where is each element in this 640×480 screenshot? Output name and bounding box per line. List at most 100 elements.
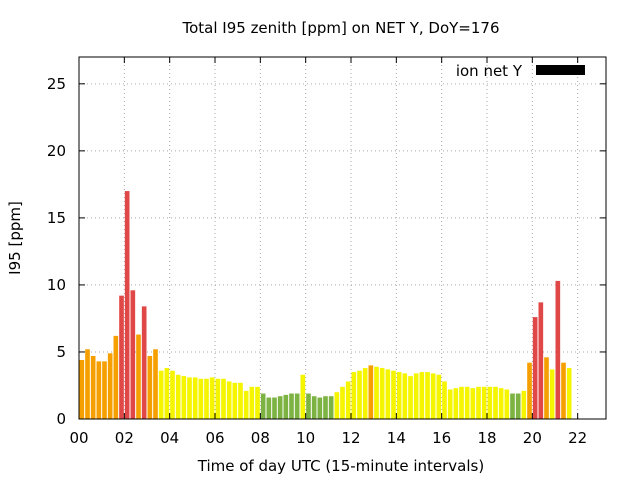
bar: [561, 362, 566, 419]
bar: [566, 368, 572, 419]
x-tick-label: 12: [341, 429, 360, 447]
bar: [481, 386, 487, 419]
x-tick-label: 18: [477, 429, 496, 447]
bar: [453, 388, 459, 419]
x-tick-label: 16: [432, 429, 451, 447]
x-tick-label: 14: [387, 429, 406, 447]
bar: [79, 360, 85, 419]
bar: [345, 381, 351, 419]
bar: [141, 306, 147, 419]
bar: [232, 382, 238, 419]
bar: [249, 386, 255, 419]
bar: [158, 370, 164, 419]
bar: [538, 302, 544, 419]
chart-title: Total I95 zenith [ppm] on NET Y, DoY=176: [181, 19, 499, 37]
bar: [90, 355, 96, 419]
y-tick-label: 0: [56, 410, 66, 428]
bar: [430, 373, 436, 419]
bar: [510, 393, 515, 419]
x-tick-label: 22: [568, 429, 587, 447]
y-tick-label: 15: [47, 209, 66, 227]
bar: [289, 393, 294, 419]
x-tick-label: 08: [251, 429, 270, 447]
bar: [498, 388, 504, 419]
bar: [175, 374, 181, 419]
bar: [130, 290, 136, 419]
bar: [283, 394, 289, 419]
bar: [385, 369, 391, 419]
y-tick-label: 10: [47, 276, 66, 294]
bar: [187, 377, 192, 419]
bar: [328, 396, 334, 419]
bar: [147, 355, 153, 419]
bar: [260, 393, 266, 419]
bar: [113, 335, 119, 419]
x-tick-label: 10: [296, 429, 315, 447]
bar: [226, 381, 232, 419]
bar: [294, 393, 300, 419]
bar: [504, 389, 510, 419]
bar: [119, 295, 124, 419]
bar: [340, 386, 345, 419]
bar: [396, 372, 402, 419]
y-tick-label: 25: [47, 75, 66, 93]
plot-frame: [78, 56, 607, 420]
bar: [277, 396, 283, 419]
bar: [209, 377, 215, 419]
bar: [107, 353, 113, 419]
bar: [362, 368, 368, 419]
bar: [170, 370, 175, 419]
bar: [379, 368, 385, 419]
bar: [266, 397, 272, 419]
bar: [102, 361, 107, 419]
x-tick-label: 06: [205, 429, 224, 447]
ticks: 0 5 10 15 20 25 00 02 04 06 08 10 12 14 16 18 20 22: [47, 57, 606, 447]
bar: [447, 389, 453, 419]
bar: [153, 349, 158, 419]
bar: [476, 386, 481, 419]
bar: [323, 396, 328, 419]
legend-swatch: [536, 65, 585, 75]
bar: [181, 376, 187, 419]
bar: [136, 334, 141, 419]
bar: [85, 349, 90, 419]
bar: [521, 390, 527, 419]
bar: [493, 386, 498, 419]
bar: [238, 382, 243, 419]
bar: [436, 374, 442, 419]
bar: [515, 393, 521, 419]
bar: [351, 372, 357, 419]
x-axis-label: Time of day UTC (15-minute intervals): [197, 457, 484, 475]
legend: ion net Y: [456, 62, 585, 80]
y-axis-label: I95 [ppm]: [6, 201, 24, 275]
bar: [204, 378, 209, 419]
bar: [192, 377, 198, 419]
bar: [532, 317, 538, 419]
bar: [300, 374, 306, 419]
bar: [419, 372, 425, 419]
y-tick-label: 20: [47, 142, 66, 160]
bar: [527, 362, 532, 419]
x-tick-label: 04: [160, 429, 179, 447]
bar: [374, 366, 379, 419]
bar: [368, 365, 374, 419]
bar: [544, 357, 549, 419]
bar: [311, 396, 317, 419]
bar: [487, 386, 493, 419]
bar: [425, 372, 430, 419]
grid: [79, 57, 606, 419]
bar: [164, 368, 170, 419]
bar: [391, 370, 396, 419]
bar: [317, 397, 323, 419]
bar: [334, 392, 340, 419]
bar: [124, 191, 130, 419]
bar: [402, 373, 408, 419]
x-tick-label: 20: [523, 429, 542, 447]
bar: [408, 376, 413, 419]
bar: [555, 280, 561, 419]
bar: [549, 369, 555, 419]
bar: [255, 386, 260, 419]
bar: [221, 378, 226, 419]
bar: [306, 393, 311, 419]
